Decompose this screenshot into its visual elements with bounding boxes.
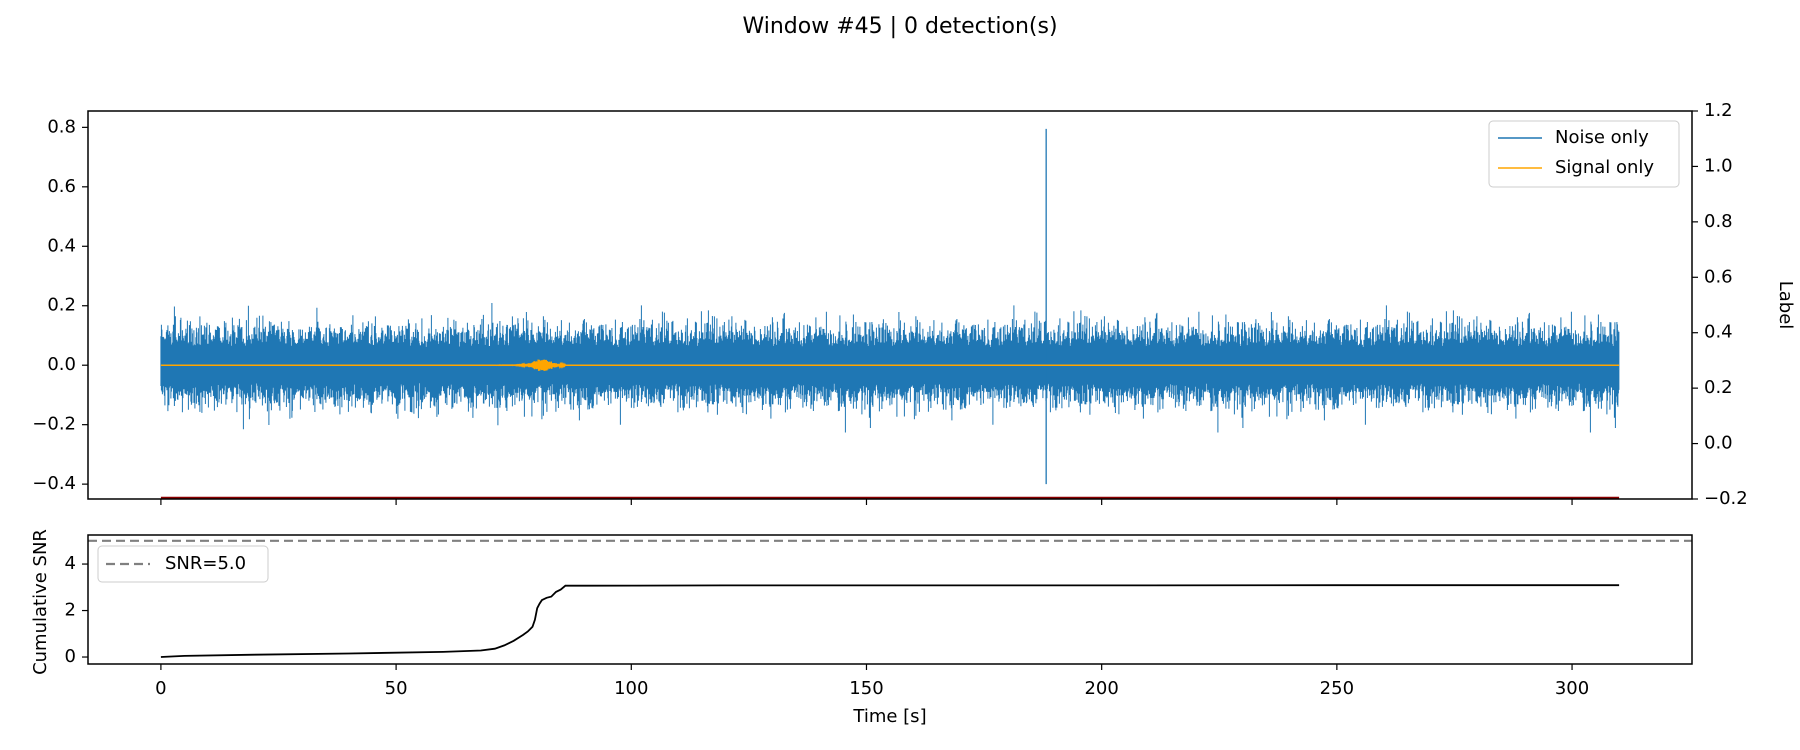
legend-entry: SNR=5.0 [165,553,246,574]
snr-panel: SNR=5.0 [82,534,1693,670]
snr-y-tick-label: 2 [65,600,76,621]
right-y-tick-label: 0.8 [1704,211,1733,232]
x-tick-label: 100 [614,678,648,699]
x-tick-label: 150 [849,678,883,699]
right-y-tick-label: 1.2 [1704,100,1733,121]
legend-entry: Signal only [1555,157,1654,178]
snr-frame [87,534,1693,665]
x-tick-label: 300 [1555,678,1589,699]
y-tick-label: 0.6 [47,176,76,197]
plot-area: Noise only Signal only −0.4 −0.2 0.0 0.2 0.4 0.… [30,100,1796,727]
snr-y-tick-label: 4 [65,553,76,574]
y-tick-label: −0.4 [32,473,76,494]
waveform-frame [87,110,1693,500]
y-axis-label: Cumulative SNR [30,529,51,675]
right-y-tick-label: −0.2 [1704,488,1748,509]
y-tick-label: 0.0 [47,354,76,375]
y-tick-label: 0.8 [47,116,76,137]
right-y-tick-label: 0.0 [1704,433,1733,454]
x-tick-label: 250 [1320,678,1354,699]
y-tick-label: 0.4 [47,235,76,256]
x-axis-label: Time [s] [852,706,926,727]
waveform-panel: Noise only Signal only [82,110,1698,505]
right-y-tick-label: 0.4 [1704,322,1733,343]
figure-title: Window #45 | 0 detection(s) [742,14,1057,39]
x-tick-label: 50 [385,678,408,699]
right-y-tick-label: 0.6 [1704,266,1733,287]
signal-trace [160,359,1620,371]
right-y-tick-label: 0.2 [1704,377,1733,398]
right-axis-label: Label [1775,281,1796,330]
x-tick-label: 200 [1084,678,1118,699]
y-tick-label: 0.2 [47,295,76,316]
waveform-legend: Noise only Signal only [1488,120,1680,188]
snr-trace [160,584,1620,658]
snr-y-tick-label: 0 [65,646,76,667]
snr-legend: SNR=5.0 [97,545,269,583]
noise-trace [160,303,1620,433]
legend-box [97,545,269,583]
x-tick-label: 0 [155,678,166,699]
legend-entry: Noise only [1555,127,1649,148]
y-tick-label: −0.2 [32,414,76,435]
right-y-tick-label: 1.0 [1704,155,1733,176]
